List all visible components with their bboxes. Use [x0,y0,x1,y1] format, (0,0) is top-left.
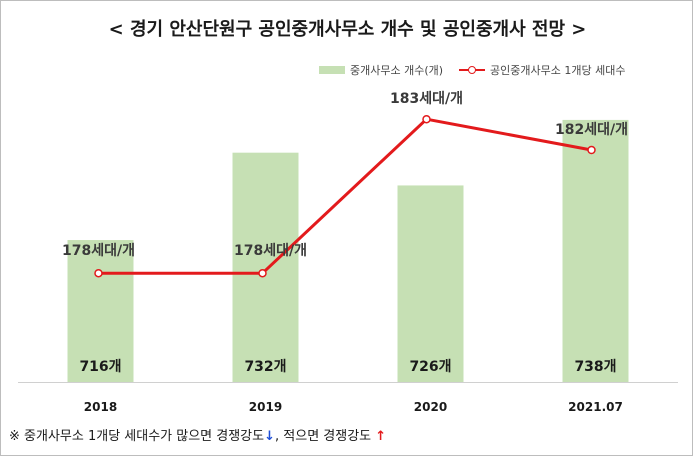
line-label-2019: 178세대/개 [234,243,307,259]
bar-label-2020: 726개 [409,359,451,375]
footnote: ※ 중개사무소 1개당 세대수가 많으면 경쟁강도↓, 적으면 경쟁강도 ↑ [9,425,386,444]
bar-2019 [232,152,299,382]
footnote-text-2: , 적으면 경쟁강도 [275,429,372,444]
bar-2018 [67,240,134,382]
legend-item-bar: 중개사무소 개수(개) [319,62,443,78]
x-tick-label-2019: 2019 [249,400,282,414]
x-tick-label-2020: 2020 [414,400,447,414]
legend-label-bar: 중개사무소 개수(개) [350,64,444,77]
bar-2020 [397,185,464,382]
line-point-2020 [422,114,431,124]
bar-label-2019: 732개 [244,359,286,375]
bar-label-2021.07: 738개 [574,359,616,375]
legend-swatch-line [459,65,486,75]
legend-item-line: 공인중개사무소 1개당 세대수 [459,62,625,78]
arrow-up-icon: ↑ [375,429,387,444]
x-tick-label-2021.07: 2021.07 [568,400,623,414]
line-series [98,117,592,275]
arrow-down-icon: ↓ [264,429,276,444]
line-label-2020: 183세대/개 [390,91,463,107]
line-point-2019 [258,268,267,278]
line-point-2021.07 [587,145,596,155]
legend-label-line: 공인중개사무소 1개당 세대수 [490,64,626,77]
line-label-2021.07: 182세대/개 [555,122,628,138]
bar-label-2018: 716개 [79,359,121,375]
x-tick-label-2018: 2018 [84,400,117,414]
line-point-2018 [94,268,103,278]
legend: 중개사무소 개수(개) 공인중개사무소 1개당 세대수 [319,61,641,79]
legend-swatch-bar [319,66,345,74]
line-label-2018: 178세대/개 [62,243,135,259]
chart-title: < 경기 안산단원구 공인중개사무소 개수 및 공인중개사 전망 > [108,19,587,40]
bar-2021.07 [562,119,629,383]
footnote-text-1: ※ 중개사무소 1개당 세대수가 많으면 경쟁강도 [9,429,265,444]
